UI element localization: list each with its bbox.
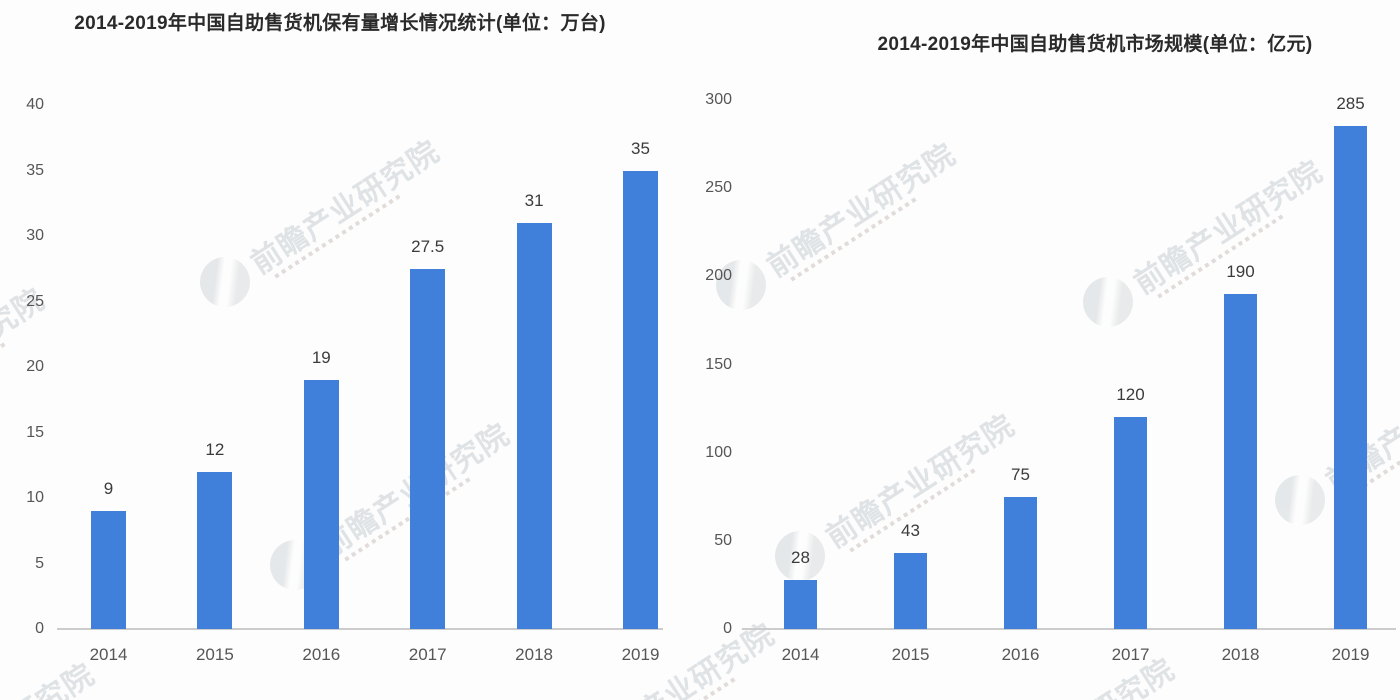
bar-2015: [197, 471, 233, 629]
bar-value-label: 285: [1336, 94, 1365, 114]
bar-2014: [91, 511, 126, 629]
bar-value-label: 190: [1226, 261, 1255, 281]
x-axis-line: [57, 628, 663, 630]
bar-value-label: 19: [311, 348, 331, 368]
bar-2017: [410, 268, 446, 629]
x-axis-category-label: 2017: [1111, 645, 1150, 664]
bar-2019: [623, 170, 658, 629]
bar-value-label: 9: [103, 479, 114, 499]
bar-value-label: 120: [1116, 385, 1145, 405]
x-axis-category-label: 2018: [515, 645, 553, 664]
bar-2016: [1004, 496, 1037, 629]
x-axis-category-label: 2019: [1331, 645, 1370, 664]
y-axis-tick-label: 0: [35, 620, 44, 637]
x-axis-line: [742, 628, 1396, 630]
y-axis-tick-label: 200: [705, 267, 732, 285]
y-axis-tick-label: 250: [705, 179, 732, 197]
x-axis-category-label: 2019: [621, 645, 660, 664]
x-axis-category-label: 2015: [891, 645, 930, 664]
bar-value-label: 35: [631, 138, 650, 158]
bar-value-label: 75: [1011, 464, 1030, 484]
x-axis-category-label: 2014: [89, 645, 128, 664]
chart-title: 2014-2019年中国自助售货机市场规模(单位：亿元): [877, 34, 1313, 55]
x-axis-category-label: 2018: [1221, 645, 1260, 664]
y-axis-tick-label: 300: [705, 91, 732, 108]
chart-title: 2014-2019年中国自助售货机保有量增长情况统计(单位：万台): [74, 13, 606, 34]
y-axis-tick-label: 30: [26, 227, 44, 244]
bar-value-label: 28: [791, 547, 810, 567]
bar-value-label: 31: [524, 190, 544, 210]
x-axis-category-label: 2016: [1001, 645, 1040, 664]
bar-2015: [894, 553, 927, 629]
y-axis-tick-label: 50: [714, 531, 732, 549]
bar-2017: [1114, 417, 1147, 629]
bar-2019: [1334, 126, 1367, 629]
x-axis-category-label: 2015: [195, 645, 234, 664]
y-axis-tick-label: 10: [26, 489, 44, 506]
chart-vending-machine-ownership: 2014-2019年中国自助售货机保有量增长情况统计(单位：万台) 0 5 10 15…: [26, 13, 663, 664]
bar-value-label: 27.5: [411, 236, 445, 256]
bar-value-label: 43: [901, 521, 920, 541]
x-axis-category-label: 2016: [302, 645, 341, 664]
bar-2018: [1224, 293, 1257, 629]
y-axis-tick-label: 20: [26, 358, 44, 375]
y-axis-tick-label: 25: [26, 292, 44, 310]
y-axis-tick-label: 15: [26, 423, 44, 441]
y-axis-tick-label: 35: [26, 161, 44, 179]
y-axis-tick-label: 150: [705, 355, 732, 373]
y-axis-tick-label: 40: [26, 96, 44, 113]
y-axis-tick-label: 5: [35, 554, 44, 572]
x-axis-category-label: 2014: [781, 645, 820, 664]
bar-value-label: 12: [205, 439, 225, 459]
y-axis-tick-label: 100: [705, 443, 732, 461]
y-axis-tick-label: 0: [723, 620, 732, 637]
bar-2014: [784, 579, 817, 629]
bar-2018: [516, 222, 552, 629]
bar-2016: [303, 380, 339, 629]
x-axis-category-label: 2017: [408, 645, 447, 664]
chart-vending-machine-market-size: 2014-2019年中国自助售货机市场规模(单位：亿元) 0 50 100 150 20…: [700, 0, 1400, 700]
